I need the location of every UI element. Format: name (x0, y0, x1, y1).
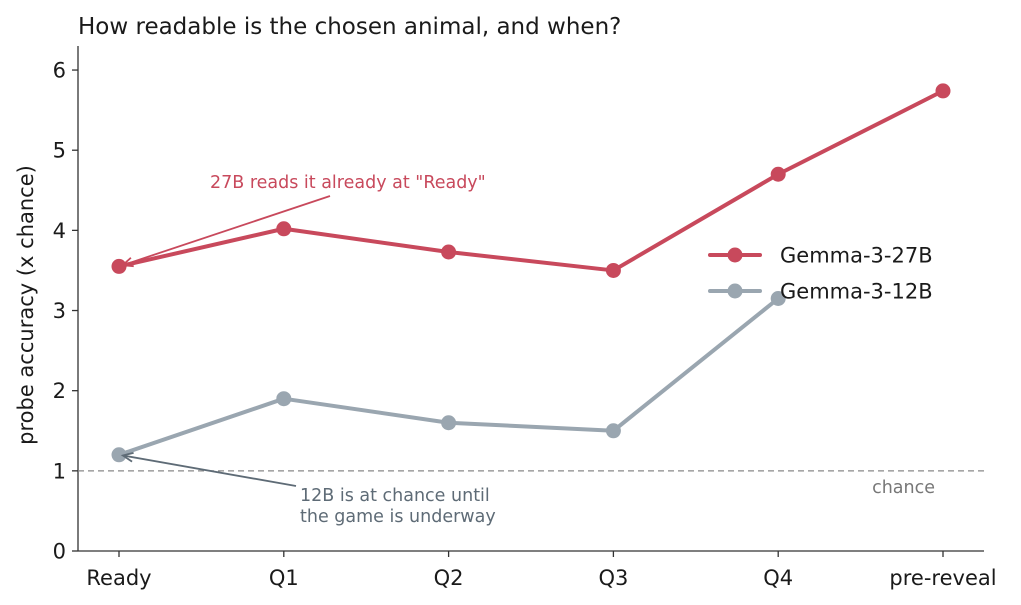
y-tick-label: 0 (53, 540, 66, 564)
y-ticks: 0 1 2 3 4 5 6 (53, 59, 78, 564)
annotation-text-line: 12B is at chance until (300, 486, 490, 506)
y-tick-label: 4 (53, 219, 66, 243)
annotation-arrow-head (120, 451, 134, 463)
x-tick-label-q3: Q3 (598, 566, 628, 590)
series-line-gemma-3-27b (117, 88, 945, 273)
data-point-gemma-3-12b-q2 (441, 415, 457, 431)
data-point-gemma-3-12b-q4 (770, 291, 786, 306)
data-point-gemma-3-27b-q3 (605, 262, 621, 278)
y-tick-label: 6 (53, 59, 66, 83)
x-tick-label-pre-reveal: pre-reveal (889, 566, 996, 590)
legend-swatch-marker (727, 283, 743, 299)
data-point-gemma-3-12b-q1 (276, 391, 292, 407)
x-tick-label-q4: Q4 (763, 566, 793, 590)
x-tick-label-q1: Q1 (269, 566, 299, 590)
data-point-gemma-3-27b-q4 (770, 166, 786, 182)
chance-reference: chance (78, 470, 984, 498)
x-ticks: Ready Q1 Q2 Q3 Q4 pre-reveal (86, 551, 997, 590)
legend-item-gemma-3-12b: Gemma-3-12B (708, 280, 933, 304)
annotation-arrow-head (120, 257, 134, 268)
data-point-gemma-3-12b-q3 (605, 423, 621, 439)
data-point-gemma-3-12b-ready (111, 447, 127, 463)
y-tick-label: 3 (53, 299, 66, 323)
chance-label: chance (872, 478, 935, 498)
annotation-text-line: 27B reads it already at "Ready" (210, 173, 486, 193)
legend-item-gemma-3-27b: Gemma-3-27B (708, 244, 933, 268)
legend: Gemma-3-27B Gemma-3-12B (708, 244, 933, 304)
data-point-gemma-3-27b-q2 (441, 244, 457, 260)
chart-title: How readable is the chosen animal, and w… (78, 14, 621, 40)
x-tick-label-ready: Ready (86, 566, 151, 590)
annotation-1: 27B reads it already at "Ready" (120, 173, 486, 268)
legend-swatch-marker (727, 247, 743, 263)
axes (77, 46, 984, 552)
y-tick-label: 2 (53, 379, 66, 403)
data-point-gemma-3-27b-q1 (276, 221, 292, 237)
series-line-gemma-3-12b (117, 296, 781, 457)
annotation-arrow-line (122, 195, 331, 267)
annotation-arrow-line (122, 454, 297, 487)
y-tick-label: 5 (53, 139, 66, 163)
series-layer (111, 83, 951, 463)
y-axis-label: probe accuracy (x chance) (14, 165, 38, 445)
legend-label: Gemma-3-27B (780, 244, 933, 268)
x-tick-label-q2: Q2 (434, 566, 464, 590)
annotation-text-line: the game is underway (300, 507, 496, 527)
data-point-gemma-3-27b-pre-reveal (935, 83, 951, 99)
data-point-gemma-3-27b-ready (111, 258, 127, 274)
legend-label: Gemma-3-12B (780, 280, 933, 304)
y-tick-label: 1 (53, 459, 66, 483)
annotation-layer: 27B reads it already at "Ready" 12B is at… (120, 173, 496, 527)
